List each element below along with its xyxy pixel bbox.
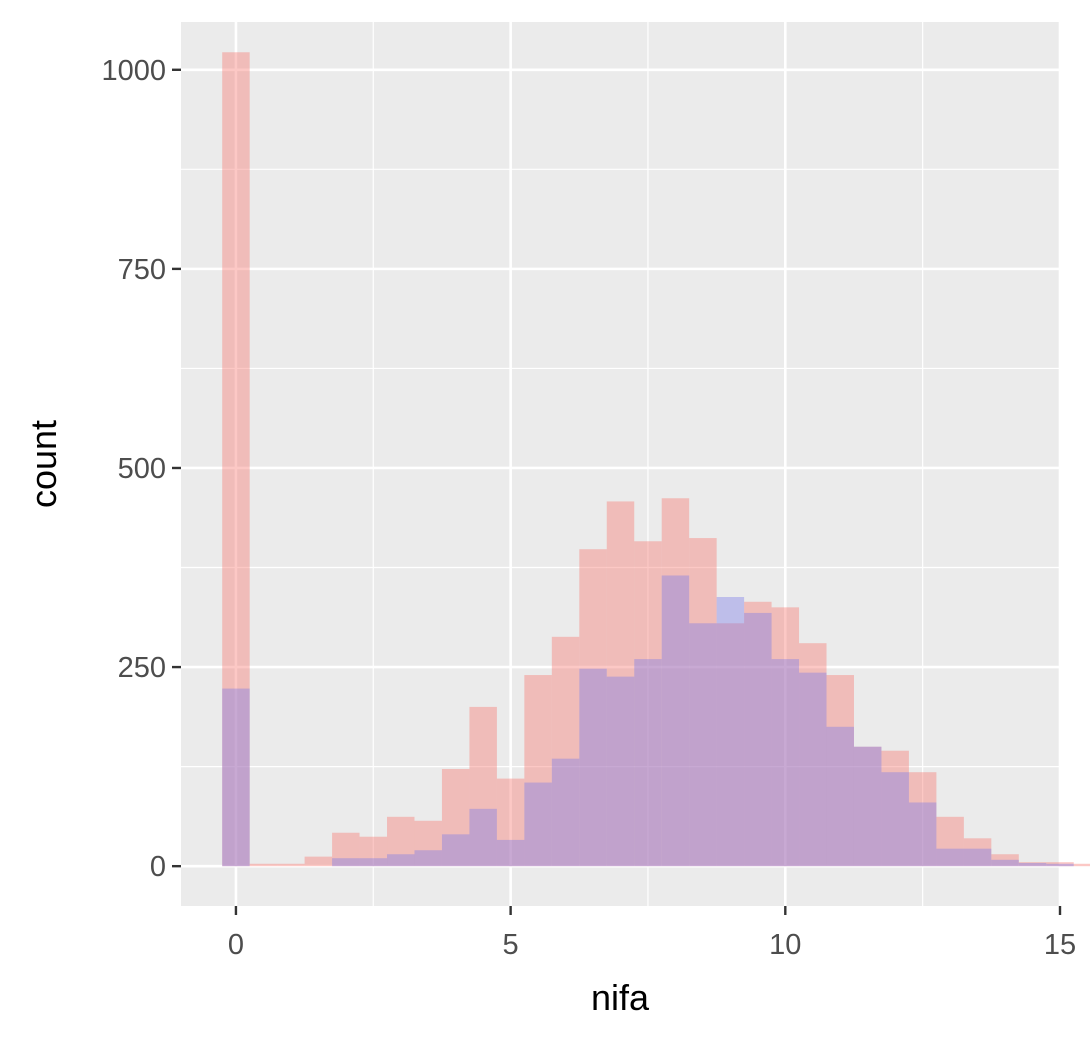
- histogram-bar: [936, 848, 964, 867]
- histogram-bar: [304, 856, 333, 867]
- histogram-bar: [853, 746, 882, 867]
- series-1-bars: [222, 52, 1090, 867]
- histogram-bar: [414, 850, 442, 867]
- histogram-bar: [222, 52, 250, 867]
- histogram-bar: [771, 607, 800, 867]
- histogram-bar: [1073, 863, 1090, 867]
- x-tick-label: 0: [228, 929, 244, 961]
- histogram-bars: [222, 52, 1090, 867]
- histogram-bar: [551, 636, 580, 867]
- histogram-bar: [469, 706, 497, 867]
- histogram-bar: [881, 772, 909, 867]
- histogram-bar: [634, 659, 662, 867]
- histogram-bar: [469, 808, 497, 867]
- y-tick-label: 250: [118, 652, 166, 684]
- histogram-bar: [551, 758, 580, 867]
- histogram-bar: [606, 501, 635, 867]
- histogram-bar: [716, 596, 745, 867]
- minor-gridlines: [181, 22, 1060, 906]
- histogram-bar: [661, 498, 690, 867]
- histogram-bar: [332, 858, 360, 867]
- histogram-bar: [963, 848, 992, 867]
- histogram-bar: [359, 858, 388, 867]
- histogram-bar: [496, 778, 525, 867]
- y-axis: 0 250 500 750 1000: [101, 55, 181, 883]
- x-axis-title: nifa: [591, 977, 650, 1018]
- histogram-bar: [771, 659, 800, 867]
- histogram-bar: [579, 668, 607, 867]
- histogram-bar: [249, 863, 278, 867]
- histogram-bar: [799, 643, 827, 867]
- histogram-bar: [1018, 862, 1047, 867]
- series-2-bars: [222, 575, 1074, 867]
- histogram-bar: [441, 769, 470, 867]
- histogram-bar: [441, 834, 470, 867]
- histogram-bar: [524, 675, 552, 867]
- histogram-bar: [908, 772, 937, 867]
- histogram-bar: [387, 816, 415, 867]
- histogram-bar: [689, 623, 717, 867]
- histogram-bar: [908, 802, 937, 867]
- histogram-bar: [634, 541, 662, 867]
- x-axis: 0 5 10 15: [228, 906, 1076, 961]
- x-tick-label: 10: [769, 929, 801, 961]
- histogram-bar: [963, 838, 992, 867]
- y-tick-label: 0: [150, 851, 166, 883]
- histogram-bar: [689, 538, 717, 867]
- histogram-bar: [936, 816, 964, 867]
- histogram-bar: [661, 575, 690, 867]
- x-tick-label: 5: [503, 929, 519, 961]
- histogram-bar: [524, 782, 552, 867]
- histogram-bar: [716, 623, 745, 867]
- histogram-bar: [881, 750, 909, 867]
- histogram-bar: [387, 854, 415, 867]
- histogram-bar: [826, 675, 854, 867]
- histogram-bar: [359, 836, 388, 867]
- major-gridlines: [181, 22, 1062, 906]
- histogram-bar: [496, 839, 525, 867]
- y-axis-title: count: [23, 420, 64, 508]
- histogram-bar: [991, 859, 1019, 867]
- histogram-bar: [1046, 862, 1074, 867]
- histogram-bar: [1018, 862, 1047, 867]
- y-tick-label: 750: [118, 254, 166, 286]
- histogram-bar: [606, 676, 635, 867]
- histogram-bar: [991, 854, 1019, 867]
- histogram-bar: [332, 832, 360, 867]
- y-tick-label: 500: [118, 453, 166, 485]
- y-tick-label: 1000: [101, 55, 166, 87]
- histogram-bar: [744, 612, 772, 867]
- histogram-bar: [853, 746, 882, 867]
- histogram-bar: [579, 549, 607, 867]
- histogram-bar: [799, 672, 827, 867]
- histogram-bar: [1046, 863, 1074, 867]
- histogram-bar: [277, 863, 305, 867]
- histogram-bar: [826, 726, 854, 867]
- histogram-bar: [222, 688, 250, 867]
- x-tick-label: 15: [1044, 929, 1076, 961]
- histogram-bar: [414, 820, 442, 867]
- histogram-bar: [744, 601, 772, 867]
